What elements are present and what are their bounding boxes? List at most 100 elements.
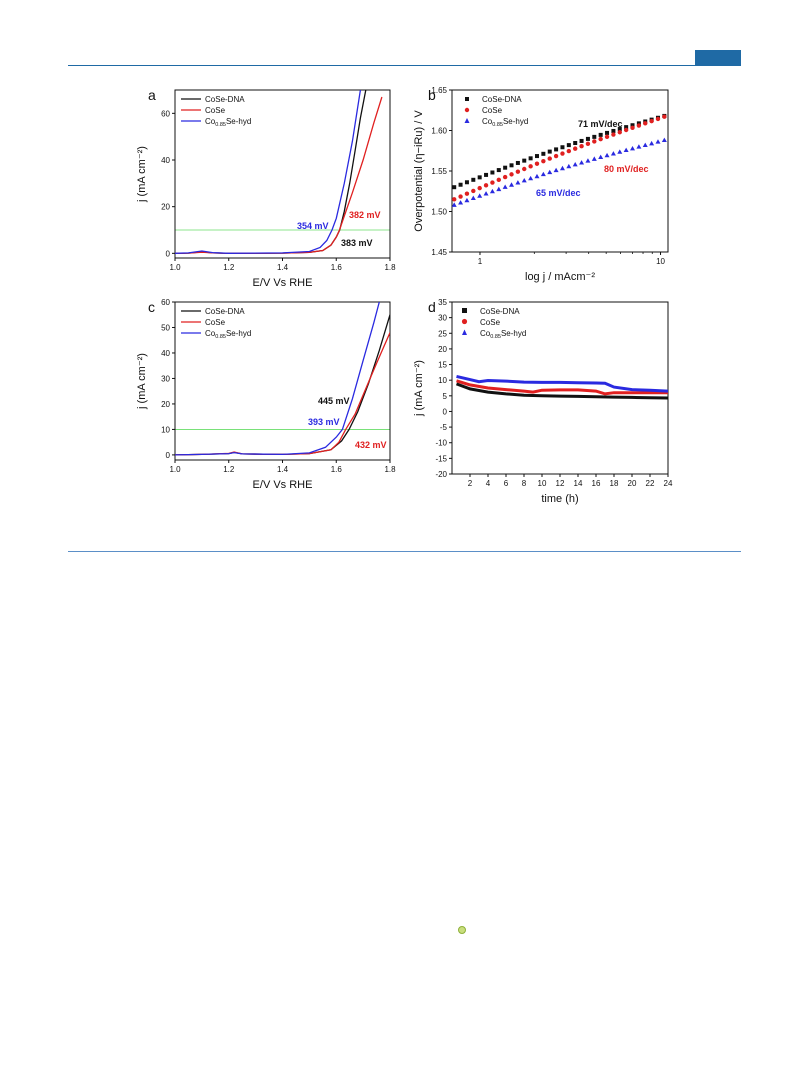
data-point [452,202,457,207]
panel-label: a [148,87,156,103]
legend-marker [461,318,468,325]
series-line [175,96,383,254]
series-line [455,382,668,400]
data-point [458,194,463,199]
y-tick-label: 5 [443,392,448,401]
data-point [585,136,590,141]
series-group [455,374,668,400]
legend-label: CoSe-DNA [205,95,245,104]
y-tick-label: 40 [161,156,170,165]
chart-panel-b: b 1 10 1.45 1.50 1.55 1.60 1.65 log j / mAcm⁻² Ov… [413,86,669,283]
data-point [522,166,527,172]
x-axis-label: E/V Vs RHE [253,277,313,289]
decorative-dot-icon [458,926,466,934]
legend-marker [464,118,470,123]
y-tick-label: 30 [161,374,170,383]
data-point [585,141,591,147]
data-point [496,177,501,183]
data-point [522,158,527,163]
x-tick-label: 1.6 [331,465,343,474]
data-point [534,161,540,166]
data-point [528,175,534,181]
data-point [560,145,565,150]
plot-frame [174,89,391,259]
data-point [540,171,546,177]
data-point [623,147,629,153]
y-axis-label: Overpotential (η−iRu) / V [413,110,425,232]
y-tick-label: 30 [438,314,447,323]
series-group [175,302,390,456]
data-point [630,145,636,151]
figure-bottom-rule [68,551,741,552]
data-point [636,123,642,128]
data-point [470,195,476,201]
series-line [175,302,380,456]
data-point [534,173,540,179]
data-point [592,139,597,144]
data-point [515,180,521,185]
y-tick-label: 25 [438,329,447,338]
data-point [471,188,476,194]
data-point [566,163,572,169]
x-tick-label: 1 [478,257,483,266]
y-axis-label: j (mA cm⁻²) [136,146,148,203]
annotation-label: 80 mV/dec [604,164,649,174]
x-tick-label: 1.8 [384,465,396,474]
x-tick-label: 4 [486,479,491,488]
data-point [477,185,482,191]
x-tick-label: 2 [468,479,473,488]
y-tick-label: 1.60 [431,127,447,136]
data-point [655,116,661,122]
annotation-label: 432 mV [355,440,387,450]
data-point [592,134,597,139]
chart-panel-c: c 1.0 1.2 1.4 1.6 1.8 0 10 20 30 40 50 60 E/V Vs RHE j… [136,298,396,491]
data-point [509,172,514,177]
data-point [490,170,495,175]
y-tick-label: -15 [435,454,447,463]
data-point [483,191,489,196]
data-point [579,144,584,149]
annotation-label: 354 mV [297,221,329,231]
data-point [566,143,571,148]
y-tick-label: 40 [161,349,170,358]
data-point [471,177,476,182]
legend-label: Co0.85Se-hyd [480,329,526,340]
data-point [515,160,520,165]
annotation-label: 445 mV [318,396,350,406]
panel-label: c [148,299,155,315]
data-point [630,125,635,130]
y-tick-label: 60 [161,298,170,307]
y-tick-label: -5 [440,423,448,432]
panel-label: d [428,299,436,315]
data-point [502,184,508,189]
legend-marker [462,329,467,335]
data-point [566,148,572,154]
series-line [456,379,668,396]
series-line [456,374,668,393]
y-axis-label: j (mA cm⁻²) [136,353,148,410]
data-point [662,114,667,119]
y-tick-label: 20 [161,203,170,212]
data-point [559,165,565,171]
series-line [175,90,367,254]
data-point [509,182,515,187]
x-axis-label: E/V Vs RHE [253,479,313,491]
legend-label: CoSe [205,318,226,327]
data-point [515,169,521,174]
series-group [175,90,383,254]
data-point [643,121,648,126]
x-tick-label: 6 [504,479,509,488]
y-tick-label: 1.50 [431,208,447,217]
annotation-label: 393 mV [308,417,340,427]
y-tick-label: 10 [161,425,170,434]
data-point [547,156,552,161]
x-tick-label: 1.0 [169,263,181,272]
y-tick-label: 15 [438,361,447,370]
data-point [617,149,623,154]
data-point [573,146,578,151]
x-tick-label: 1.6 [331,263,343,272]
y-tick-label: 1.55 [431,167,447,176]
data-point [489,188,495,194]
data-point [604,152,610,158]
